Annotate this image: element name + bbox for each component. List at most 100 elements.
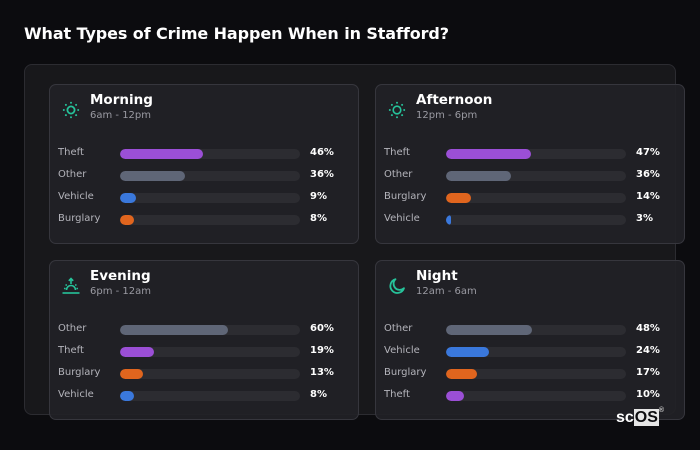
registered-mark: ®: [658, 407, 665, 414]
card-afternoon: Afternoon 12pm - 6pm Theft 47% Other 36%…: [375, 84, 685, 244]
bar-track: [446, 347, 626, 357]
bar-row: Theft 19%: [50, 344, 358, 360]
bar-row: Burglary 8%: [50, 212, 358, 228]
bar-label: Vehicle: [58, 389, 94, 400]
bar-value: 48%: [636, 323, 660, 334]
bar-track: [446, 193, 626, 203]
bar-label: Vehicle: [384, 345, 420, 356]
bar-value: 13%: [310, 367, 334, 378]
bar-row: Theft 47%: [376, 146, 684, 162]
bar-row: Other 60%: [50, 322, 358, 338]
bar-fill: [446, 325, 533, 335]
scos-logo: scOS®: [616, 407, 665, 427]
bar-row: Vehicle 8%: [50, 388, 358, 404]
bar-track: [120, 391, 300, 401]
bar-row: Burglary 13%: [50, 366, 358, 382]
bar-track: [120, 369, 300, 379]
card-title: Morning: [90, 92, 153, 108]
sun-icon: [388, 101, 406, 119]
bar-row: Other 48%: [376, 322, 684, 338]
bar-row: Burglary 17%: [376, 366, 684, 382]
bar-row: Other 36%: [50, 168, 358, 184]
bar-value: 46%: [310, 147, 334, 158]
bar-value: 36%: [310, 169, 334, 180]
bar-track: [446, 149, 626, 159]
bar-fill: [446, 193, 472, 203]
bar-value: 9%: [310, 191, 327, 202]
bar-row: Vehicle 3%: [376, 212, 684, 228]
sun-icon: [62, 101, 80, 119]
bar-label: Other: [384, 323, 413, 334]
logo-sc: sc: [616, 409, 634, 426]
moon-icon: [388, 277, 406, 295]
bar-fill: [120, 215, 135, 225]
card-night: Night 12am - 6am Other 48% Vehicle 24% B…: [375, 260, 685, 420]
card-time-range: 12pm - 6pm: [416, 110, 478, 121]
card-evening: Evening 6pm - 12am Other 60% Theft 19% B…: [49, 260, 359, 420]
bar-value: 8%: [310, 213, 327, 224]
bar-label: Burglary: [384, 191, 427, 202]
page-title: What Types of Crime Happen When in Staff…: [24, 24, 449, 43]
bar-value: 60%: [310, 323, 334, 334]
bar-label: Other: [58, 169, 87, 180]
bar-track: [120, 325, 300, 335]
bar-track: [446, 215, 626, 225]
bar-fill: [446, 391, 464, 401]
bar-track: [446, 369, 626, 379]
bar-fill: [120, 171, 185, 181]
bar-label: Theft: [384, 389, 410, 400]
bar-value: 3%: [636, 213, 653, 224]
bar-track: [120, 215, 300, 225]
bar-label: Burglary: [58, 213, 101, 224]
bar-fill: [120, 325, 228, 335]
bar-value: 36%: [636, 169, 660, 180]
card-time-range: 6am - 12pm: [90, 110, 152, 121]
bar-label: Theft: [384, 147, 410, 158]
card-title: Evening: [90, 268, 151, 284]
bar-label: Other: [384, 169, 413, 180]
bar-value: 8%: [310, 389, 327, 400]
bar-fill: [446, 149, 531, 159]
bar-fill: [120, 369, 144, 379]
bar-fill: [120, 347, 155, 357]
bar-fill: [446, 369, 477, 379]
bar-fill: [120, 149, 203, 159]
bar-track: [120, 171, 300, 181]
bar-row: Burglary 14%: [376, 190, 684, 206]
bar-label: Theft: [58, 147, 84, 158]
bar-fill: [446, 171, 511, 181]
bar-row: Vehicle 9%: [50, 190, 358, 206]
bar-track: [446, 171, 626, 181]
bar-row: Theft 46%: [50, 146, 358, 162]
bar-value: 10%: [636, 389, 660, 400]
bar-track: [446, 325, 626, 335]
bar-track: [120, 347, 300, 357]
card-title: Afternoon: [416, 92, 493, 108]
card-morning: Morning 6am - 12pm Theft 46% Other 36% V…: [49, 84, 359, 244]
bar-row: Vehicle 24%: [376, 344, 684, 360]
bar-track: [446, 391, 626, 401]
bar-label: Burglary: [384, 367, 427, 378]
bar-track: [120, 193, 300, 203]
bar-row: Other 36%: [376, 168, 684, 184]
bar-label: Burglary: [58, 367, 101, 378]
bar-fill: [446, 347, 490, 357]
bar-row: Theft 10%: [376, 388, 684, 404]
bar-fill: [446, 215, 452, 225]
bar-fill: [120, 391, 135, 401]
bar-fill: [120, 193, 137, 203]
bar-value: 19%: [310, 345, 334, 356]
bar-label: Other: [58, 323, 87, 334]
bar-value: 47%: [636, 147, 660, 158]
bar-label: Vehicle: [58, 191, 94, 202]
bar-value: 24%: [636, 345, 660, 356]
card-time-range: 12am - 6am: [416, 286, 477, 297]
bar-value: 14%: [636, 191, 660, 202]
sunset-icon: [62, 277, 80, 295]
logo-os: OS: [633, 409, 659, 426]
card-title: Night: [416, 268, 458, 284]
card-time-range: 6pm - 12am: [90, 286, 152, 297]
bar-track: [120, 149, 300, 159]
bar-label: Theft: [58, 345, 84, 356]
bar-label: Vehicle: [384, 213, 420, 224]
